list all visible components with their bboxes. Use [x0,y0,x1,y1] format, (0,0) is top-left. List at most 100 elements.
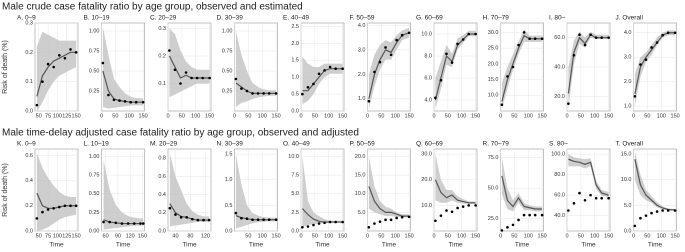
observed-point [208,76,211,80]
observed-point [251,92,254,95]
uncertainty-band [36,152,77,231]
x-axis-label: Time [515,242,530,249]
x-tick-label: 100 [657,113,666,119]
x-tick-label: 100 [53,113,62,119]
observed-point [500,103,504,107]
observed-point [594,196,598,200]
observed-point [126,222,130,225]
x-tick-label: 125 [62,233,71,239]
y-tick-label: 60.0 [554,193,565,199]
y-tick-label: 0.75 [222,48,233,54]
observed-point [378,220,382,223]
y-tick-label: 5.0 [624,203,632,209]
observed-point [461,205,465,208]
y-tick-label: 0.25 [89,210,100,216]
y-tick-label: 25.0 [488,216,499,222]
observed-point [46,62,50,66]
x-tick-label: 150 [272,233,281,239]
x-tick-label: 0 [632,113,635,119]
observed-point [600,196,603,200]
y-tick-label: 80.0 [554,172,565,178]
observed-point [74,51,78,54]
x-tick-label: 50 [578,113,584,119]
observed-point [644,58,648,61]
y-tick-label: 0.5 [291,92,299,98]
uncertainty-band [435,30,476,109]
x-tick-label: 100 [391,113,400,119]
y-tick-label: 0.0 [291,228,299,234]
x-tick-label: 40 [172,233,178,239]
observed-point [395,216,398,220]
observed-point [58,53,61,57]
observed-point [141,222,145,225]
x-tick-label: 50 [312,113,318,119]
observed-point [317,222,321,225]
observed-point [35,103,39,107]
x-axis-label: Time [49,242,64,249]
x-tick-label: 50 [644,233,650,239]
observed-point [301,92,304,96]
observed-point [234,77,238,81]
observed-point [578,33,581,37]
observed-point [196,218,200,222]
observed-point [589,193,592,197]
y-tick-label: 0.50 [89,191,100,197]
observed-point [511,65,515,69]
observed-point [378,60,382,64]
y-tick-label: 20.0 [421,177,432,183]
observed-point [112,98,116,102]
panel-title: A. 0–9 [17,15,36,22]
observed-point [445,52,448,56]
observed-point [328,65,332,69]
y-tick-label: 0.5 [225,203,233,209]
observed-point [511,223,515,227]
observed-point [661,33,664,37]
x-tick-label: 60 [103,233,109,239]
x-tick-label: 150 [139,113,148,119]
y-tick-label: 20.0 [355,154,366,160]
estimate-line [568,158,609,196]
observed-point [274,218,278,222]
y-tick-label: 0.2 [158,53,166,59]
y-tick-label: 3.0 [624,55,632,61]
observed-point [650,211,653,215]
y-tick-label: 8.0 [424,53,432,59]
observed-point [533,37,537,41]
panel-title: T. Overall [616,141,644,148]
observed-point [389,218,393,222]
observed-point [334,220,337,224]
observed-point [666,31,670,35]
y-tick-label: 6.0 [424,75,432,81]
observed-point [434,96,437,100]
observed-point [540,213,544,217]
x-tick-label: 0 [233,113,236,119]
y-tick-label: 2.5 [291,210,299,216]
panel-title: S. 80– [549,141,568,148]
panel-title: I. 80– [549,15,566,22]
observed-point [673,209,677,212]
y-tick-label: 0.2 [25,203,33,209]
x-tick-label: 50 [312,233,318,239]
y-tick-label: 0.0 [225,228,233,234]
observed-point [63,204,67,208]
observed-point [456,42,459,46]
y-tick-label: 4.0 [624,30,632,36]
observed-point [190,76,193,80]
x-tick-label: 50 [179,113,185,119]
y-tick-label: 0.4 [158,192,166,198]
observed-point [118,99,121,102]
estimate-line [434,33,476,101]
y-tick-label: 0.6 [25,153,33,159]
x-tick-label: 100 [590,233,599,239]
y-tick-label: 1.5 [291,58,299,64]
y-tick-label: 0.25 [89,88,100,94]
observed-point [500,229,504,232]
y-axis-label: Risk of death (%) [2,40,9,94]
x-tick-label: 50 [511,233,517,239]
observed-point [251,218,254,222]
observed-point [589,33,592,37]
observed-point [245,217,249,220]
y-tick-label: 10.0 [488,93,499,99]
y-tick-label: 2.5 [291,24,299,30]
observed-point [317,72,321,76]
